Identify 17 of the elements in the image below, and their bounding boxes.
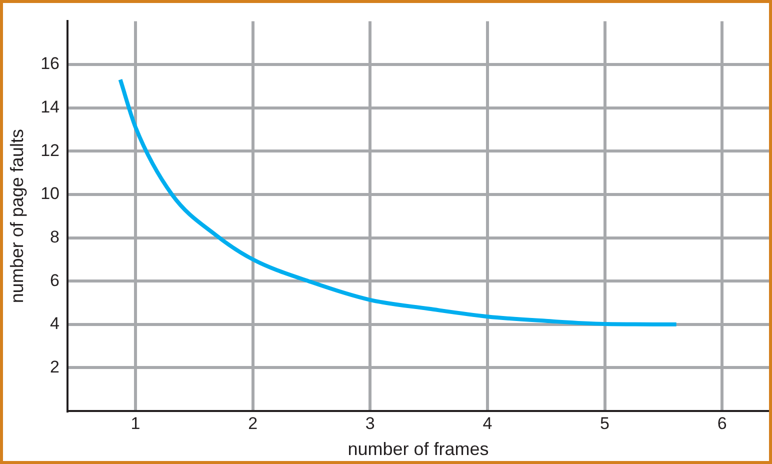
y-tick-label: 16	[40, 54, 60, 74]
y-tick-label: 12	[40, 140, 60, 160]
y-tick-label: 4	[50, 314, 60, 334]
y-tick-label: 14	[40, 98, 60, 117]
y-tick-label: 6	[50, 270, 60, 290]
x-axis-title: number of frames	[348, 439, 489, 460]
x-tick-label: 5	[600, 414, 610, 433]
x-tick-label: 2	[248, 414, 258, 433]
x-tick-label: 3	[365, 414, 375, 433]
y-tick-label: 8	[50, 227, 60, 246]
line-series	[118, 78, 678, 326]
x-tick-label: 1	[130, 414, 140, 433]
y-tick-label: 10	[40, 184, 60, 204]
y-axis-title: number of page faults	[6, 129, 27, 304]
x-tick-label: 4	[482, 414, 492, 433]
x-tick-label: 6	[717, 414, 727, 433]
y-tick-label: 2	[50, 357, 60, 376]
